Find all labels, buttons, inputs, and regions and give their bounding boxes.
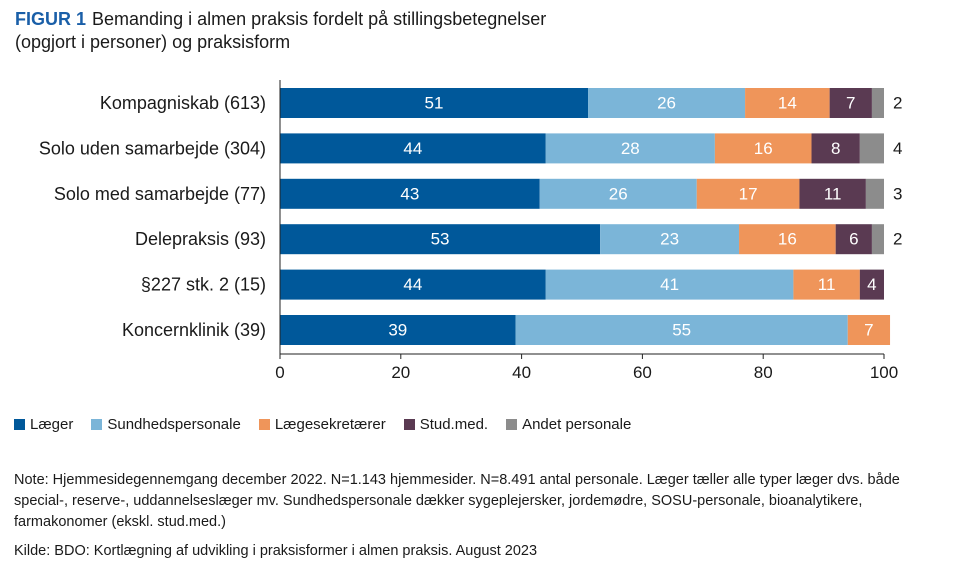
legend-swatch	[91, 419, 103, 430]
data-label: 26	[657, 94, 676, 113]
figure-title: FIGUR 1 Bemanding i almen praksis fordelt…	[15, 8, 945, 54]
x-tick-label: 60	[633, 363, 652, 382]
data-label: 6	[849, 230, 858, 249]
data-label: 43	[400, 184, 419, 203]
data-label: 7	[846, 94, 855, 113]
data-label: 11	[818, 275, 836, 294]
data-label: 53	[431, 230, 450, 249]
x-tick-label: 40	[512, 363, 531, 382]
data-label: 4	[893, 139, 902, 158]
data-label: 17	[739, 184, 758, 203]
data-label: 23	[660, 230, 679, 249]
bar-segment	[545, 269, 794, 300]
category-label: Koncernklinik (39)	[122, 320, 266, 340]
legend-swatch	[258, 419, 270, 430]
bar-segment	[600, 224, 740, 255]
bar-segment	[739, 224, 836, 255]
data-label: 16	[778, 230, 797, 249]
x-tick-label: 80	[754, 363, 773, 382]
bar-segment	[280, 178, 540, 209]
bar-segment	[835, 224, 872, 255]
data-label: 44	[403, 275, 422, 294]
data-label: 7	[864, 321, 873, 340]
bar-segment	[799, 178, 866, 209]
category-label: §227 stk. 2 (15)	[141, 275, 266, 295]
data-label: 44	[403, 139, 422, 158]
bar-segment	[280, 269, 546, 300]
legend-label: Andet personale	[522, 416, 632, 433]
data-label: 11	[824, 184, 842, 203]
bar-segment	[280, 133, 546, 164]
data-label: 16	[754, 139, 773, 158]
data-label: 4	[867, 275, 876, 294]
bar-segment	[793, 269, 860, 300]
bar-segment	[859, 269, 884, 300]
bar-segment	[545, 133, 715, 164]
data-label: 8	[831, 139, 840, 158]
legend-label: Lægesekretærer	[274, 416, 386, 433]
title-line-2: (opgjort i personer) og praksisform	[15, 32, 291, 52]
data-label: 26	[609, 184, 628, 203]
bar-segment	[745, 88, 830, 118]
bar-segment	[588, 88, 746, 118]
note-text: Note: Hjemmesidegennemgang december 2022…	[14, 472, 900, 530]
bar-segment	[515, 315, 848, 345]
bar-segment	[811, 133, 860, 164]
legend-swatch	[506, 419, 518, 430]
category-label: Solo med samarbejde (77)	[54, 184, 266, 204]
bar-segment	[280, 224, 601, 255]
bar-segment	[865, 178, 884, 209]
category-label: Solo uden samarbejde (304)	[39, 138, 266, 158]
legend-swatch	[403, 419, 415, 430]
legend-item-laeger: Læger	[14, 416, 73, 433]
figure-label: FIGUR 1	[15, 9, 87, 29]
legend-item-sundhedspersonale: Sundhedspersonale	[91, 416, 241, 433]
bar-segment	[714, 133, 812, 164]
data-label: 51	[425, 94, 444, 113]
data-label: 28	[621, 139, 640, 158]
data-label: 39	[388, 321, 407, 340]
legend-label: Stud.med.	[419, 416, 489, 433]
bar-segment	[539, 178, 697, 209]
x-tick-label: 20	[391, 363, 410, 382]
x-tick-label: 0	[275, 363, 284, 382]
legend-label: Læger	[30, 416, 74, 433]
source-text: Kilde: BDO: Kortlægning af udvikling i p…	[14, 543, 538, 559]
title-line-1: Bemanding i almen praksis fordelt på sti…	[92, 9, 547, 29]
legend-label: Sundhedspersonale	[107, 416, 241, 433]
bar-segment	[871, 88, 884, 118]
data-label: 2	[893, 230, 902, 249]
legend-item-laegesekretaerer: Lægesekretærer	[258, 416, 386, 433]
category-label: Kompagniskab (613)	[100, 93, 266, 113]
bar-segment	[829, 88, 872, 118]
data-label: 14	[778, 94, 797, 113]
data-label: 3	[893, 184, 902, 203]
legend-item-andet-personale: Andet personale	[506, 416, 631, 433]
bar-segment	[280, 315, 516, 345]
legend-swatch	[14, 419, 25, 430]
bar-segment	[859, 133, 884, 164]
legend: Læger Sundhedspersonale Lægesekretærer S…	[14, 416, 649, 433]
x-tick-label: 100	[870, 363, 898, 382]
bar-segment	[280, 88, 589, 118]
data-label: 41	[660, 275, 679, 294]
bar-segment	[696, 178, 800, 209]
category-label: Delepraksis (93)	[135, 229, 266, 249]
bar-segment	[847, 315, 891, 345]
legend-item-stud-med: Stud.med.	[403, 416, 489, 433]
data-label: 55	[672, 321, 691, 340]
data-label: 2	[893, 94, 902, 113]
bar-segment	[871, 224, 884, 255]
notes: Note: Hjemmesidegennemgang december 2022…	[14, 470, 944, 562]
